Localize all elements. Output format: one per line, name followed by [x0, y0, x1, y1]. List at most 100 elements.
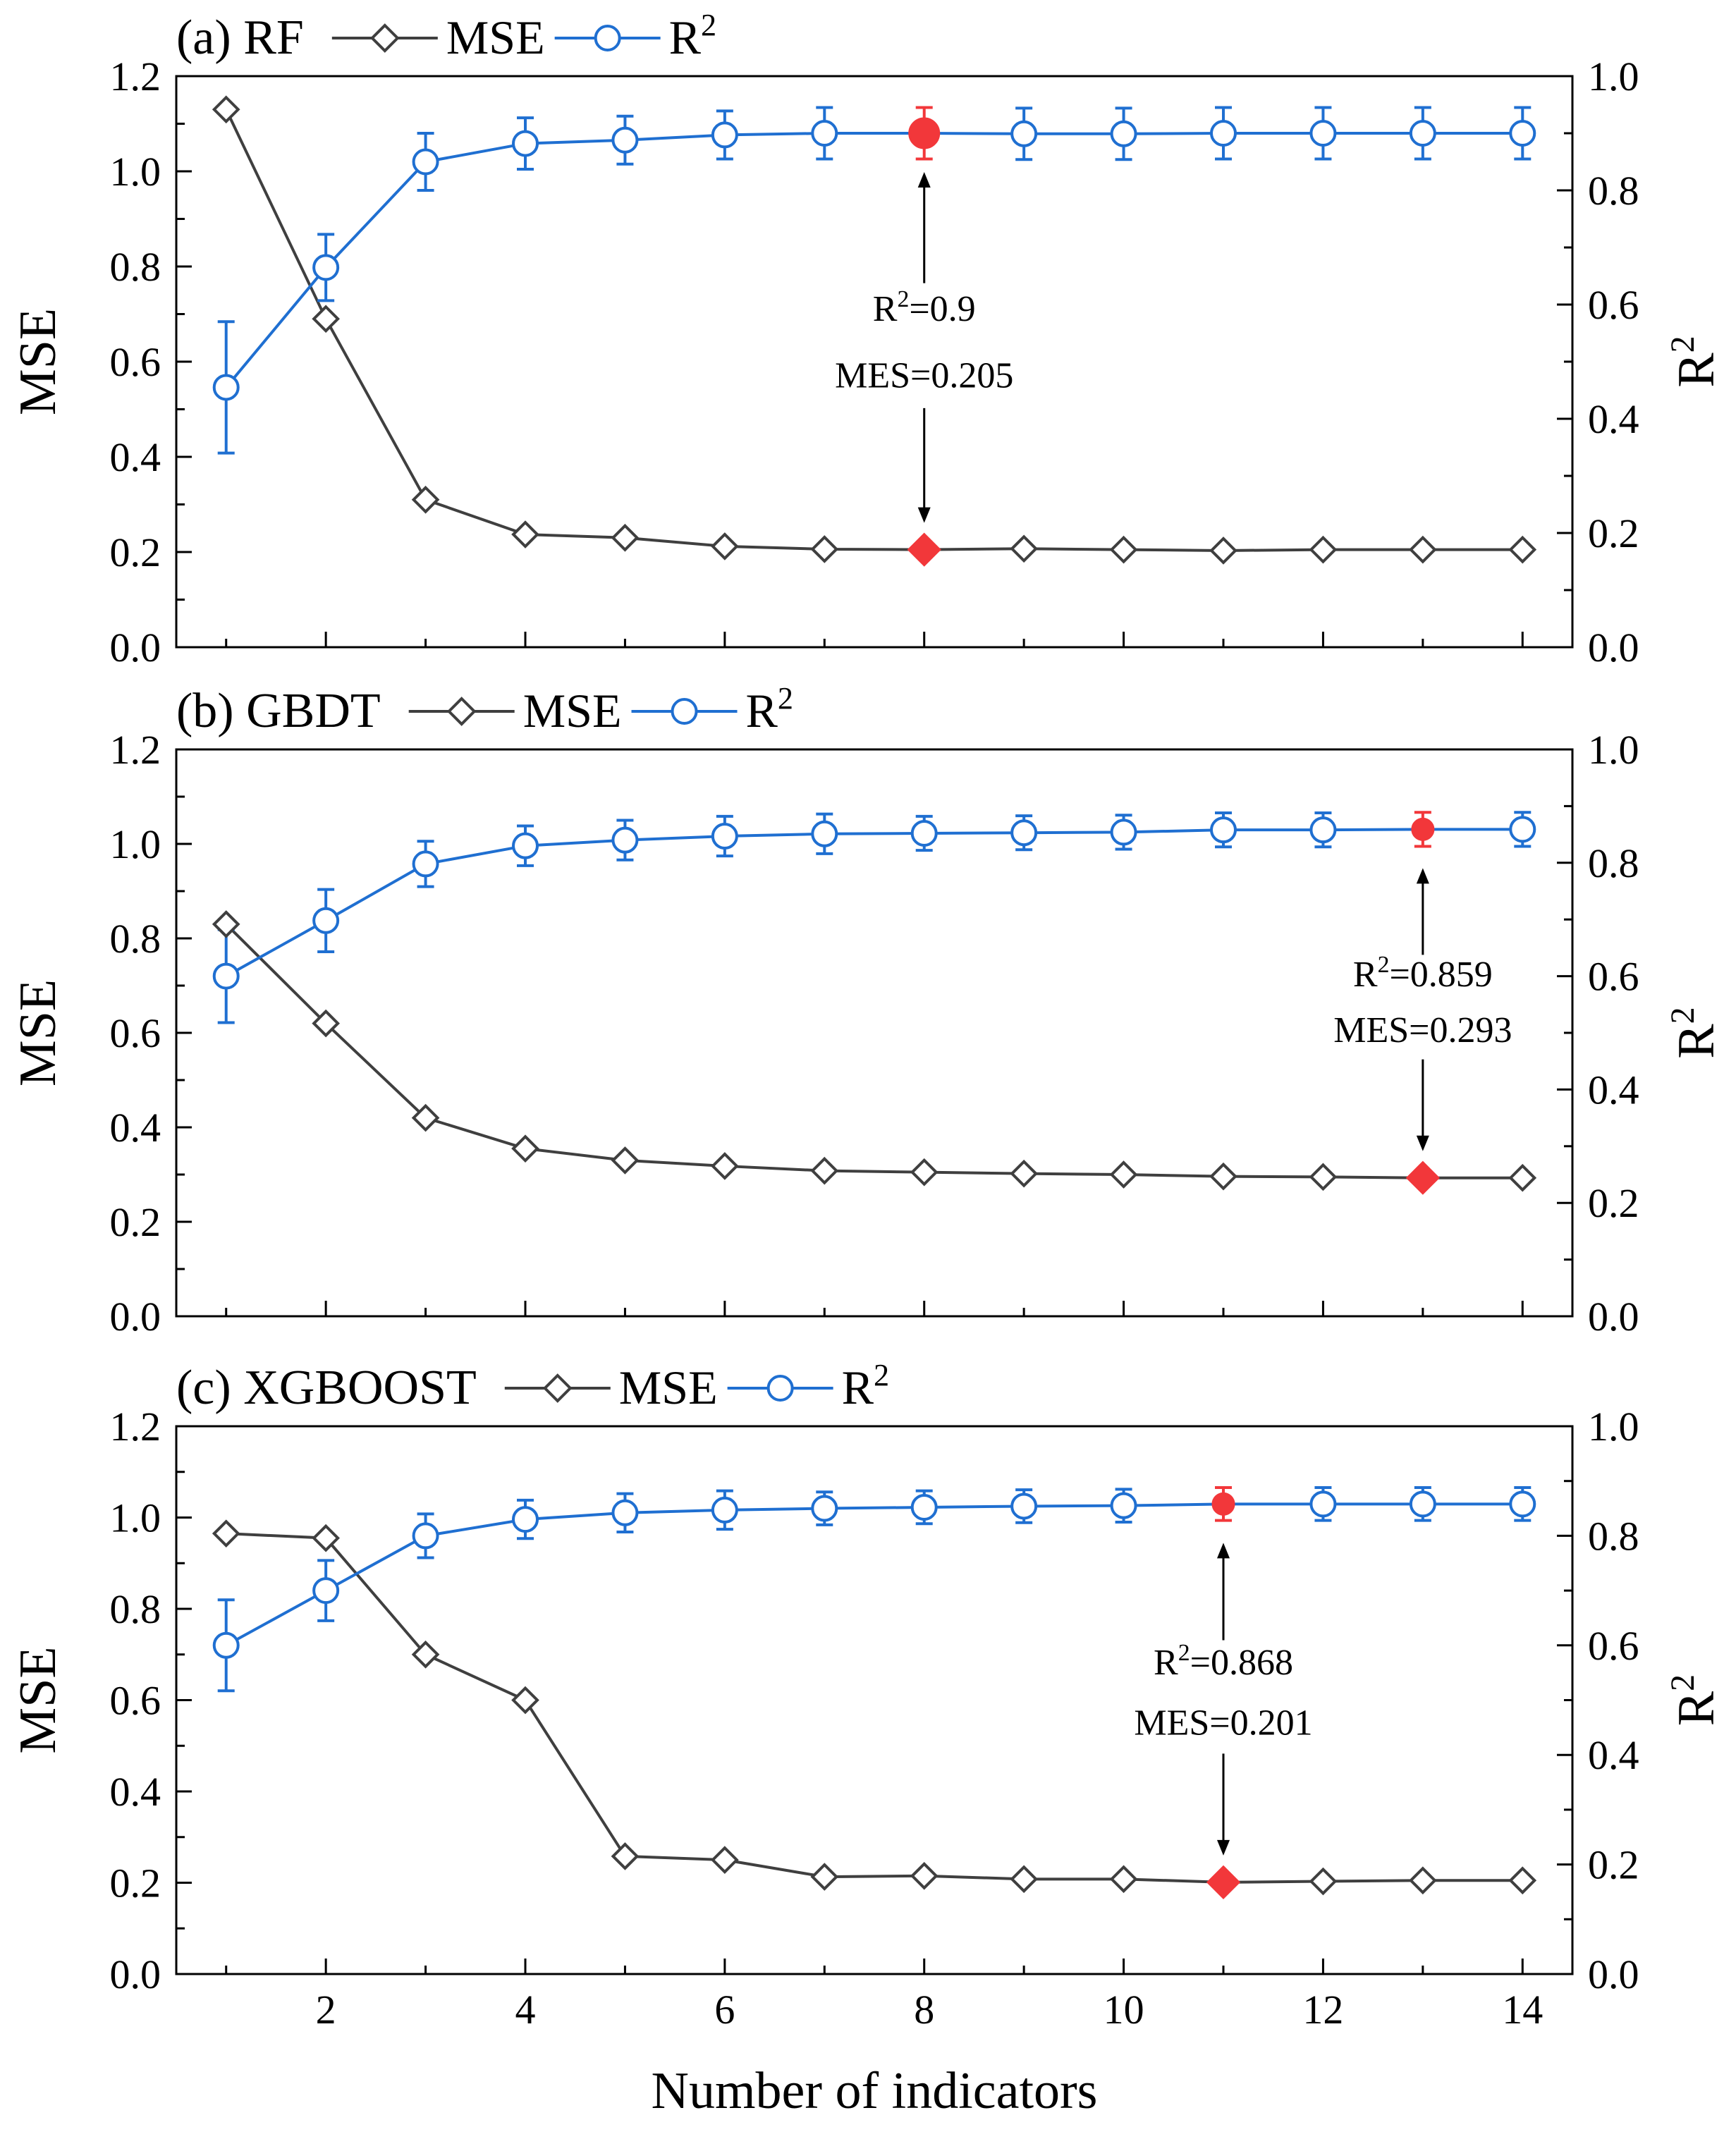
legend-mse-marker	[542, 1373, 573, 1403]
r2-point	[212, 962, 240, 990]
x-tick-label: 4	[515, 1987, 536, 2033]
best-annotation: R2=0.9 MES=0.205	[835, 172, 1013, 523]
chart-panel-1: 0.0 0.2 0.4 0.6 0.8 1.0 1.2 0.0 0.2 0.4 0.6 0.8 1.0 M…	[9, 8, 1725, 670]
mse-point	[711, 1152, 739, 1180]
annotation-arrow-up-head	[917, 172, 931, 188]
y-axis-title-left: MSE	[9, 308, 67, 415]
annotation-arrow-up-head	[1217, 1543, 1230, 1559]
mse-point	[312, 1524, 340, 1552]
r2-point	[1509, 120, 1536, 147]
r2-point	[1110, 1492, 1137, 1519]
right-tick-label: 0.4	[1588, 1732, 1639, 1778]
r2-point-best	[1211, 1492, 1235, 1516]
mse-point	[1209, 1162, 1237, 1191]
legend-r2-label-base: R	[669, 11, 702, 64]
right-tick-label: 1.0	[1588, 727, 1639, 773]
mse-point	[910, 1158, 939, 1187]
annotation-arrow-down-head	[1416, 1135, 1429, 1151]
annotation-r2-text-sup: 2	[897, 286, 909, 312]
mse-point	[312, 305, 340, 333]
left-tick-label: 0.4	[110, 1769, 161, 1815]
annotation-mse-text: MES=0.205	[835, 355, 1013, 396]
annotation-mse-text: MES=0.201	[1134, 1703, 1312, 1743]
mse-point-best	[1206, 1865, 1241, 1899]
y-axis-title-right-sup: 2	[1664, 1007, 1701, 1024]
x-tick-label: 14	[1502, 1987, 1543, 2033]
r2-point	[312, 254, 340, 281]
y-axis-title-right-sup: 2	[1664, 336, 1701, 353]
mse-point	[312, 1009, 340, 1038]
legend-mse-label: MSE	[446, 11, 545, 64]
legend-mse-label: MSE	[619, 1361, 718, 1414]
annotation-arrow-down-head	[1217, 1839, 1230, 1856]
best-annotation: R2=0.859 MES=0.293	[1333, 868, 1512, 1151]
left-tick-label: 0.4	[110, 434, 161, 480]
r2-point	[1010, 120, 1038, 147]
mse-point	[511, 1134, 539, 1163]
legend-r2-label-sup: 2	[874, 1358, 889, 1392]
mse-point	[511, 1686, 539, 1715]
legend-r2-marker	[594, 25, 621, 51]
left-tick-label: 1.0	[110, 149, 161, 195]
r2-point	[811, 1495, 838, 1522]
right-tick-label: 0.2	[1588, 1842, 1639, 1888]
right-tick-label: 0.0	[1588, 1951, 1639, 1997]
annotation-arrow-down-head	[917, 507, 931, 523]
right-tick-label: 1.0	[1588, 54, 1639, 99]
left-tick-label: 1.2	[110, 727, 161, 773]
mse-point	[212, 95, 240, 124]
panel-title: (c) XGBOOST	[176, 1361, 477, 1415]
r2-point	[811, 120, 838, 147]
y-axis-title-right-base: R	[1668, 353, 1725, 388]
y-axis-title-left: MSE	[9, 979, 67, 1086]
left-tick-label: 1.0	[110, 1495, 161, 1541]
y-axis-title-right: R2	[1664, 1674, 1725, 1726]
mse-point	[711, 1846, 739, 1874]
left-tick-label: 0.0	[110, 625, 161, 670]
legend-r2-label: R2	[842, 1358, 889, 1414]
annotation-r2-text: R2=0.868	[1154, 1640, 1293, 1683]
mse-point	[1309, 1163, 1338, 1191]
legend-r2-label-base: R	[746, 684, 778, 737]
mse-point	[1109, 1865, 1138, 1894]
r2-point	[711, 1496, 738, 1524]
left-tick-label: 0.8	[110, 916, 161, 962]
r2-point	[611, 826, 639, 854]
annotation-r2-text-sup: 2	[1178, 1640, 1190, 1666]
mse-point	[711, 532, 739, 560]
legend-r2-label: R2	[669, 8, 716, 64]
mse-point	[1508, 1866, 1537, 1895]
mse-point-best	[907, 532, 941, 567]
left-tick-label: 0.8	[110, 244, 161, 290]
r2-point	[1210, 120, 1237, 147]
right-tick-label: 0.8	[1588, 840, 1639, 886]
annotation-mse-text: MES=0.293	[1333, 1010, 1512, 1050]
mse-point	[611, 1842, 640, 1870]
left-tick-label: 0.4	[110, 1105, 161, 1151]
r2-point	[512, 832, 539, 859]
r2-point	[512, 130, 539, 157]
r2-point	[1309, 816, 1337, 844]
x-tick-label: 6	[714, 1987, 735, 2033]
right-tick-label: 0.2	[1588, 510, 1639, 556]
r2-point	[1010, 1493, 1038, 1520]
chart-panel-2: 0.0 0.2 0.4 0.6 0.8 1.0 1.2 0.0 0.2 0.4 0.6 0.8 1.0 M…	[9, 681, 1725, 1340]
r2-point	[1409, 120, 1436, 147]
annotation-r2-text-rest: =0.868	[1190, 1643, 1293, 1683]
r2-point	[711, 121, 738, 149]
x-tick-label: 12	[1302, 1987, 1343, 2033]
legend-mse-label: MSE	[523, 684, 622, 737]
r2-point	[1309, 1490, 1337, 1518]
r2-point	[512, 1506, 539, 1533]
annotation-r2-text-rest: =0.859	[1389, 955, 1492, 995]
mse-point	[1010, 1865, 1038, 1894]
r2-point	[611, 126, 639, 154]
mse-point	[1309, 1867, 1338, 1896]
right-tick-label: 0.6	[1588, 1623, 1639, 1669]
mse-point	[212, 910, 240, 938]
r2-point	[811, 820, 838, 847]
r2-point	[1110, 120, 1137, 147]
r2-point	[312, 1577, 340, 1605]
r2-point	[1010, 819, 1038, 847]
